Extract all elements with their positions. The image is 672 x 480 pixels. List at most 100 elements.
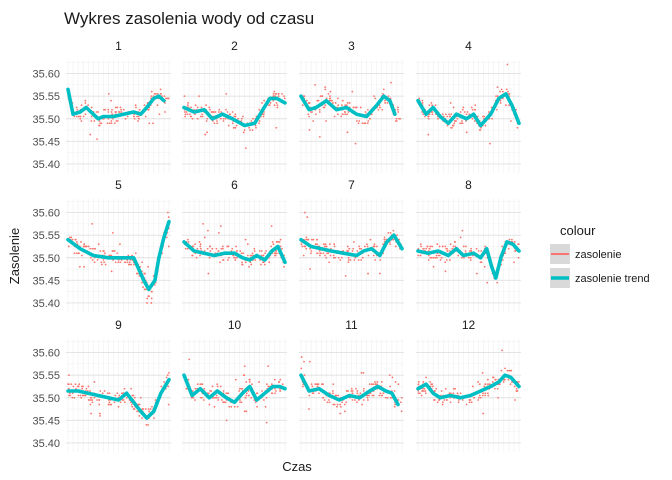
data-point (309, 268, 311, 270)
data-point (248, 126, 251, 129)
data-point (103, 261, 106, 264)
data-point (186, 238, 189, 241)
data-point (233, 115, 236, 118)
data-point (392, 238, 395, 241)
data-point (236, 405, 239, 408)
data-point (208, 256, 211, 259)
data-point (478, 396, 480, 399)
data-point (487, 394, 490, 397)
data-point (239, 401, 241, 404)
data-point (110, 254, 113, 257)
data-point (139, 396, 142, 399)
data-point (276, 104, 279, 107)
data-point (424, 115, 426, 118)
data-point (449, 392, 452, 395)
data-point (244, 396, 247, 399)
data-point (308, 115, 310, 118)
data-point (318, 111, 321, 113)
data-point (220, 111, 223, 113)
data-point (368, 394, 371, 397)
data-point (138, 414, 141, 417)
data-point (397, 108, 399, 111)
data-point (126, 115, 129, 118)
data-point (484, 124, 487, 127)
data-point (452, 387, 455, 390)
data-point (277, 93, 280, 95)
data-point (303, 211, 306, 214)
data-point (400, 410, 403, 413)
data-point (240, 387, 243, 390)
data-point (165, 376, 168, 379)
data-point (358, 245, 360, 248)
data-point (90, 106, 93, 109)
data-point (464, 250, 467, 252)
data-point (245, 394, 248, 397)
facet-panel-11: 11 (299, 318, 404, 452)
data-point (115, 120, 118, 122)
data-point (375, 245, 378, 248)
data-point (267, 385, 270, 388)
data-point (367, 272, 369, 275)
data-point (114, 106, 117, 109)
data-point (76, 385, 79, 388)
data-point (156, 93, 159, 95)
data-point (501, 349, 504, 352)
data-point (160, 385, 163, 388)
data-point (185, 387, 188, 390)
data-point (133, 396, 136, 399)
data-point (130, 387, 133, 390)
data-point (463, 256, 465, 259)
data-point (273, 104, 276, 107)
facet-panel-9: 9 35.40 35.45 35.50 35.55 35.60 (32, 318, 171, 452)
data-point (80, 254, 83, 257)
data-point (123, 387, 126, 390)
data-point (275, 252, 278, 255)
data-point (104, 252, 106, 255)
trend-line (66, 87, 166, 121)
data-point (240, 401, 243, 404)
data-point (107, 117, 110, 120)
data-point (431, 245, 433, 248)
data-point (89, 247, 91, 250)
data-point (250, 120, 253, 122)
data-point (188, 358, 191, 361)
data-point (184, 115, 187, 118)
data-point (341, 113, 344, 116)
data-point (350, 390, 353, 392)
y-tick-label: 35.45 (32, 415, 60, 427)
legend-label: zasolenie (575, 249, 621, 261)
data-point (469, 399, 472, 401)
data-point (459, 122, 462, 125)
data-point (346, 390, 349, 392)
data-point (351, 90, 354, 93)
data-point (133, 263, 135, 266)
data-point (495, 108, 498, 111)
data-point (300, 243, 303, 246)
data-point (474, 108, 477, 111)
data-point (318, 254, 321, 257)
data-point (89, 403, 92, 406)
data-point (449, 102, 452, 104)
data-point (112, 232, 114, 234)
data-point (329, 97, 332, 100)
data-point (397, 383, 400, 386)
data-point (514, 250, 516, 252)
data-point (452, 106, 455, 109)
data-point (134, 252, 137, 255)
data-point (114, 394, 117, 397)
data-point (457, 254, 460, 257)
data-point (80, 120, 83, 122)
data-point (99, 250, 102, 252)
data-point (120, 108, 122, 111)
data-point (277, 381, 280, 383)
data-point (228, 405, 231, 408)
data-point (337, 113, 339, 116)
data-point (264, 252, 267, 255)
data-point (152, 122, 154, 125)
data-point (133, 117, 136, 120)
data-point (322, 252, 325, 255)
data-point (225, 108, 227, 111)
data-point (362, 390, 365, 392)
data-point (354, 106, 357, 109)
data-point (309, 247, 311, 250)
